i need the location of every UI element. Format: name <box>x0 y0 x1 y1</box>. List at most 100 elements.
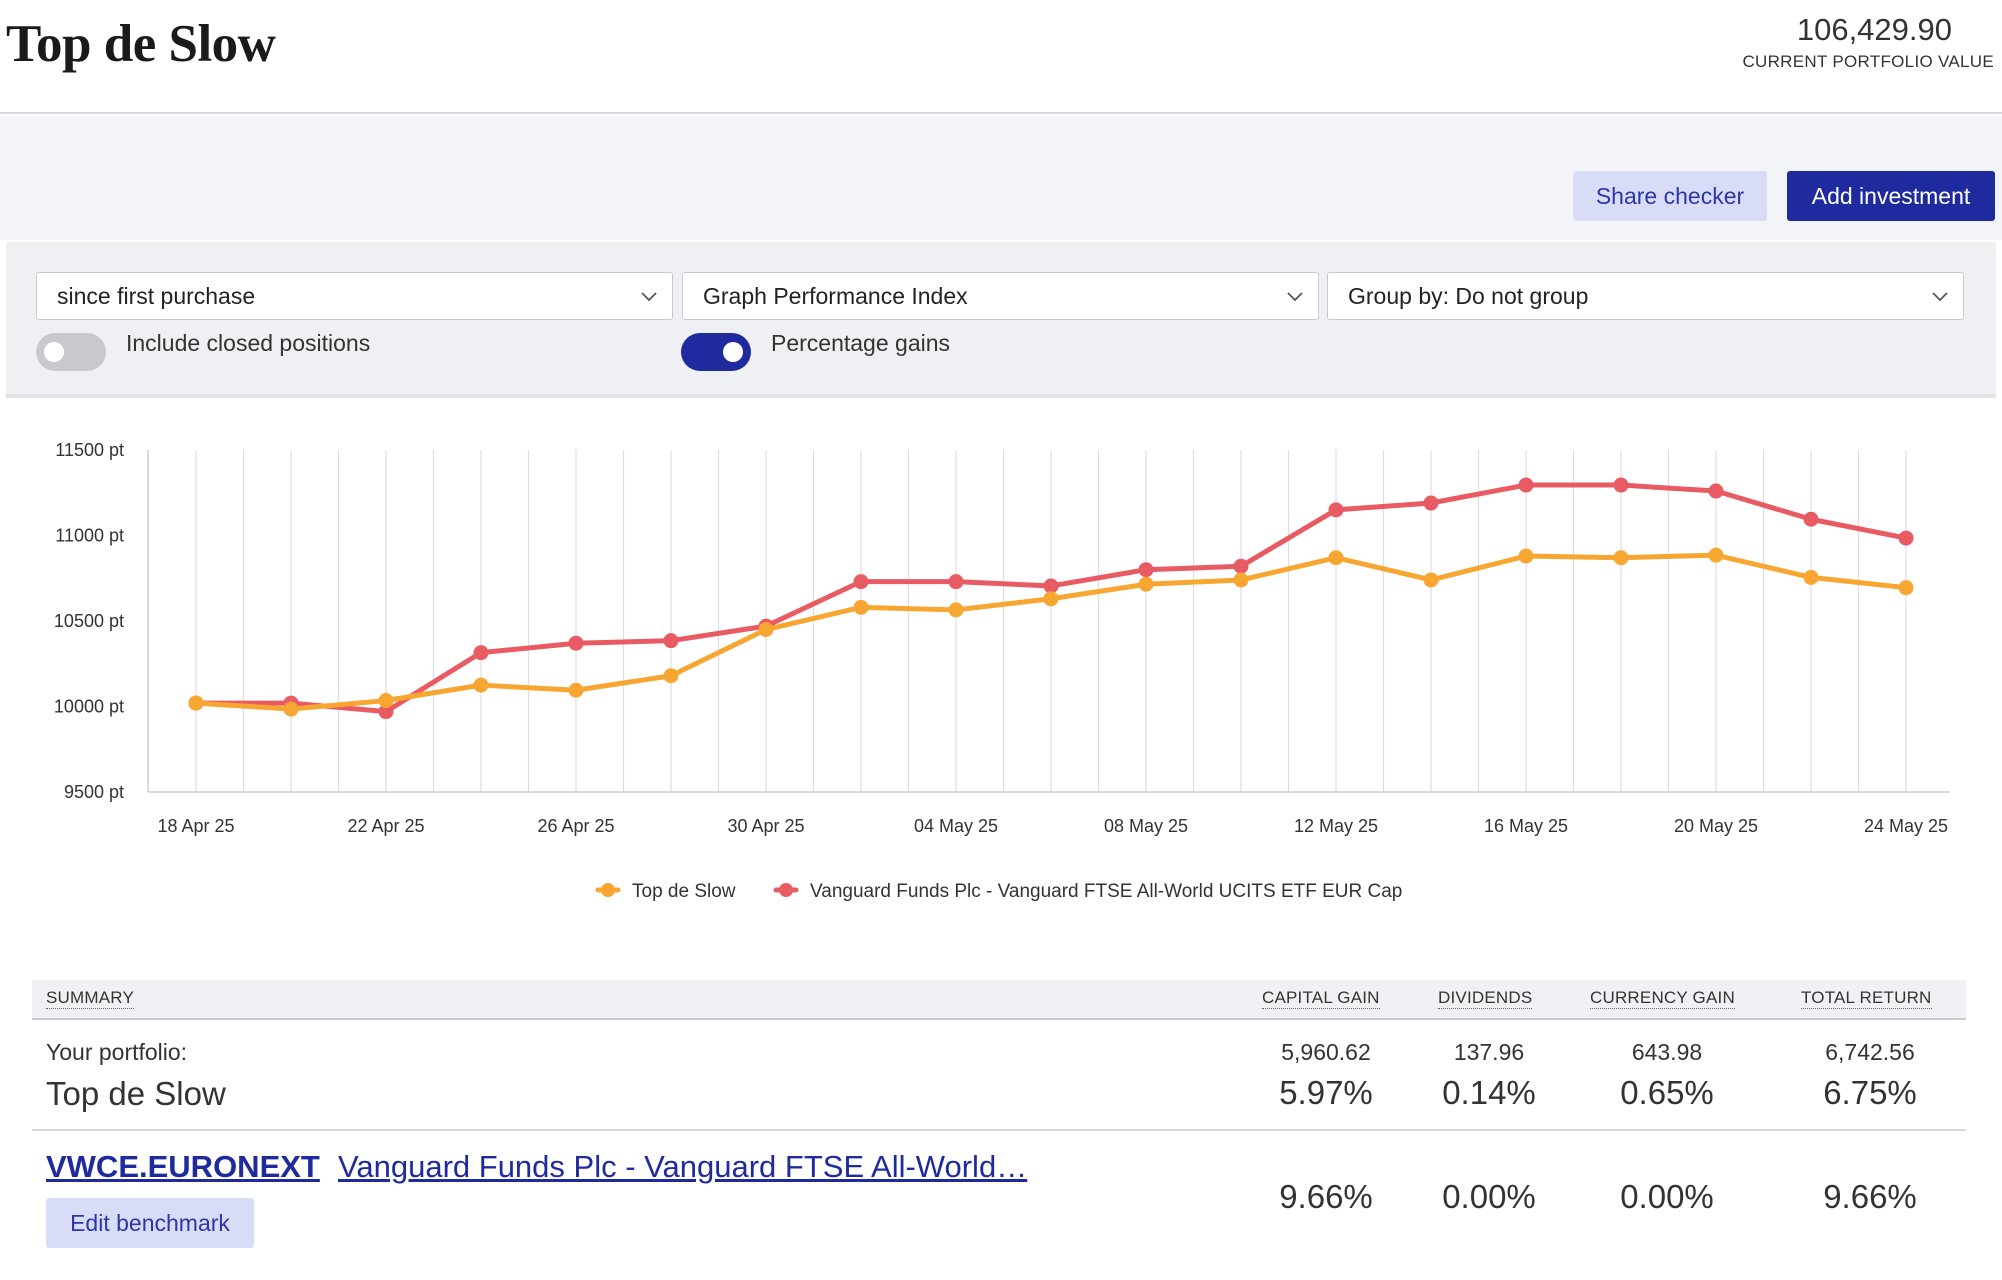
benchmark-currency-gain-pct: 0.00% <box>1620 1178 1714 1215</box>
toggle-knob <box>723 342 743 362</box>
performance-chart: 11500 pt 11000 pt 10500 pt 10000 pt 9500 pt 1… <box>0 420 2002 920</box>
data-point <box>1803 511 1819 527</box>
y-tick-label: 10500 pt <box>54 611 124 631</box>
app-header: Top de Slow 106,429.90 CURRENT PORTFOLIO… <box>0 0 2002 114</box>
graph-type-select[interactable]: Graph Performance Index <box>682 272 1319 320</box>
data-point <box>568 635 584 651</box>
data-point <box>758 622 774 638</box>
data-point <box>1613 477 1629 493</box>
data-point <box>1233 572 1249 588</box>
benchmark-name-link[interactable]: Vanguard Funds Plc - Vanguard FTSE All-W… <box>338 1149 1028 1184</box>
data-point <box>853 599 869 615</box>
performance-chart-svg: 11500 pt 11000 pt 10500 pt 10000 pt 9500 pt 1… <box>54 440 1950 902</box>
benchmark-ticker-link[interactable]: VWCE.EURONEXT <box>46 1149 320 1184</box>
data-point <box>283 701 299 717</box>
benchmark-dividends-pct: 0.00% <box>1442 1178 1536 1215</box>
data-point <box>1043 578 1059 594</box>
portfolio-value: 106,429.90 <box>1796 12 1952 47</box>
data-point <box>1328 550 1344 566</box>
x-tick-label: 08 May 25 <box>1104 816 1188 836</box>
data-point <box>473 645 489 661</box>
include-closed-label: Include closed positions <box>126 330 371 356</box>
data-point <box>378 704 394 720</box>
data-point <box>1898 530 1914 546</box>
portfolio-total-return-abs: 6,742.56 <box>1825 1039 1915 1065</box>
data-point <box>1518 548 1534 564</box>
benchmark-capital-gain-pct: 9.66% <box>1279 1178 1373 1215</box>
currency-gain-header[interactable]: CURRENCY GAIN <box>1590 988 1735 1009</box>
data-point <box>1613 550 1629 566</box>
legend-swatch-dot <box>779 883 793 897</box>
x-tick-label: 18 Apr 25 <box>157 816 234 836</box>
chevron-down-icon <box>1932 292 1948 302</box>
data-point <box>1708 483 1724 499</box>
data-point <box>853 574 869 590</box>
data-point <box>1423 572 1439 588</box>
x-tick-label: 24 May 25 <box>1864 816 1948 836</box>
x-tick-label: 12 May 25 <box>1294 816 1378 836</box>
x-tick-label: 04 May 25 <box>914 816 998 836</box>
portfolio-currency-gain-abs: 643.98 <box>1631 1039 1703 1065</box>
x-tick-label: 26 Apr 25 <box>537 816 614 836</box>
group-by-select[interactable]: Group by: Do not group <box>1327 272 1964 320</box>
data-point <box>378 693 394 709</box>
data-point <box>568 682 584 698</box>
portfolio-dividends-abs: 137.96 <box>1453 1039 1525 1065</box>
data-point <box>1423 495 1439 511</box>
x-tick-label: 16 May 25 <box>1484 816 1568 836</box>
portfolio-capital-gain-abs: 5,960.62 <box>1281 1039 1371 1065</box>
add-investment-button[interactable]: Add investment <box>1787 171 1995 221</box>
portfolio-row-label: Your portfolio: <box>46 1039 188 1065</box>
data-point <box>188 695 204 711</box>
x-tick-label: 22 Apr 25 <box>347 816 424 836</box>
percentage-gains-toggle[interactable] <box>681 333 751 371</box>
dividends-header[interactable]: DIVIDENDS <box>1438 988 1533 1009</box>
data-point <box>663 668 679 684</box>
capital-gain-header[interactable]: CAPITAL GAIN <box>1262 988 1380 1009</box>
x-tick-label: 20 May 25 <box>1674 816 1758 836</box>
portfolio-capital-gain-pct: 5.97% <box>1279 1074 1373 1111</box>
data-point <box>1138 562 1154 578</box>
data-point <box>1898 580 1914 596</box>
data-point <box>1233 558 1249 574</box>
data-point <box>948 574 964 590</box>
y-tick-label: 10000 pt <box>54 697 124 717</box>
percentage-gains-label: Percentage gains <box>771 330 951 356</box>
edit-benchmark-button[interactable]: Edit benchmark <box>46 1198 254 1248</box>
data-point <box>1518 477 1534 493</box>
legend-swatch-dot <box>601 883 615 897</box>
data-point <box>473 677 489 693</box>
legend-label: Vanguard Funds Plc - Vanguard FTSE All-W… <box>810 881 1402 902</box>
portfolio-value-label: CURRENT PORTFOLIO VALUE <box>1742 52 1994 71</box>
data-point <box>948 602 964 618</box>
total-return-header[interactable]: TOTAL RETURN <box>1801 988 1932 1009</box>
data-point <box>663 633 679 649</box>
y-tick-label: 11000 pt <box>55 526 124 546</box>
data-point <box>1138 576 1154 592</box>
portfolio-row-name: Top de Slow <box>46 1075 226 1112</box>
toggle-knob <box>44 342 64 362</box>
group-by-select-value: Group by: Do not group <box>1348 282 1589 309</box>
period-select-value: since first purchase <box>57 282 256 309</box>
benchmark-total-return-pct: 9.66% <box>1823 1178 1917 1215</box>
row-divider <box>32 1129 1966 1131</box>
chevron-down-icon <box>1287 292 1303 302</box>
y-tick-label: 11500 pt <box>55 440 124 460</box>
period-select[interactable]: since first purchase <box>36 272 673 320</box>
data-point <box>1043 591 1059 607</box>
include-closed-toggle[interactable] <box>36 333 106 371</box>
portfolio-total-return-pct: 6.75% <box>1823 1074 1917 1111</box>
portfolio-currency-gain-pct: 0.65% <box>1620 1074 1714 1111</box>
x-tick-label: 30 Apr 25 <box>727 816 804 836</box>
y-tick-label: 9500 pt <box>64 782 124 802</box>
chevron-down-icon <box>641 292 657 302</box>
data-point <box>1328 502 1344 518</box>
data-point <box>1803 569 1819 585</box>
data-point <box>1708 547 1724 563</box>
graph-type-select-value: Graph Performance Index <box>703 282 968 309</box>
share-checker-button[interactable]: Share checker <box>1573 171 1767 221</box>
summary-header: SUMMARY <box>46 988 134 1009</box>
portfolio-dividends-pct: 0.14% <box>1442 1074 1536 1111</box>
filters-panel <box>6 242 1996 398</box>
summary-header-row <box>32 980 1966 1020</box>
